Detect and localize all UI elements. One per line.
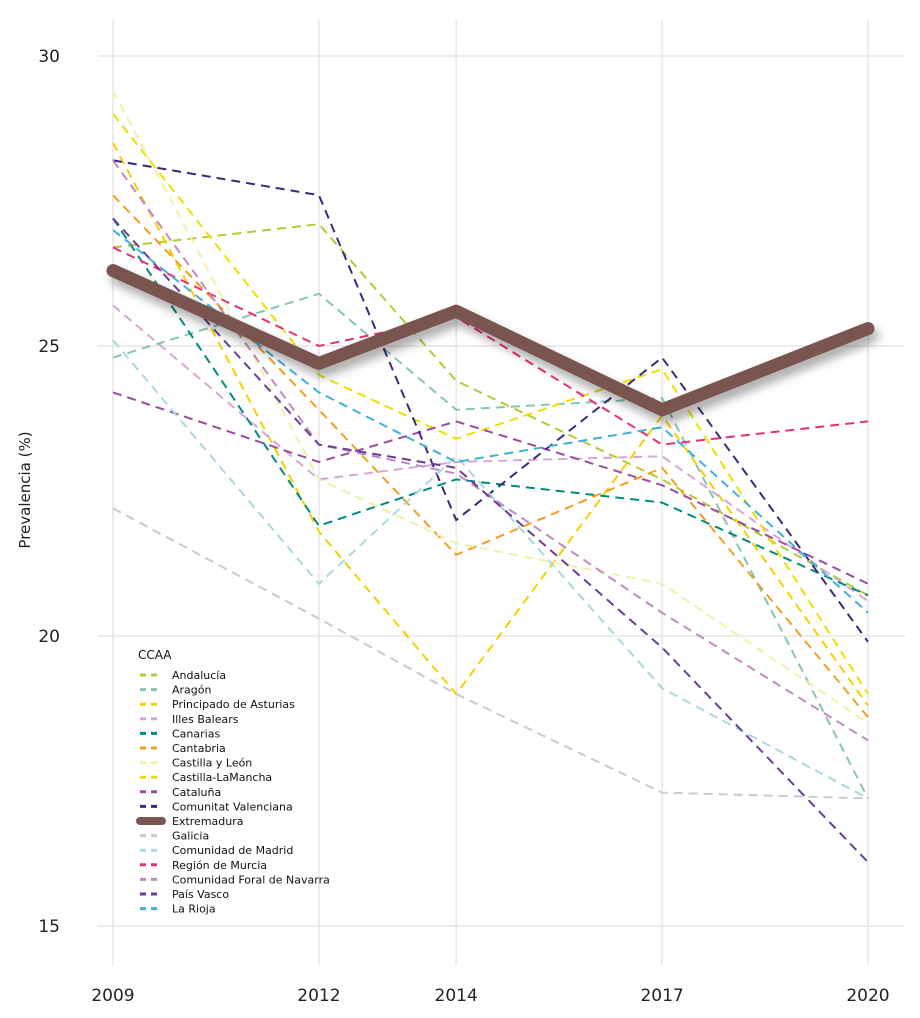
legend-label: Castilla-LaMancha: [172, 771, 272, 784]
legend-label: Aragón: [172, 684, 212, 697]
legend-label: Castilla y León: [172, 757, 252, 770]
grid: [98, 20, 905, 965]
y-tick-label: 30: [38, 47, 60, 67]
legend-label: Illes Balears: [172, 713, 239, 726]
legend-label: Cantabria: [172, 742, 226, 755]
x-tick-label: 2012: [297, 986, 340, 1006]
series-line-aragon: [112, 292, 869, 799]
legend-label: Extremadura: [172, 815, 244, 828]
series-line-comunidad-de-madrid: [112, 339, 869, 800]
x-tick-label: 2020: [846, 986, 889, 1006]
series-line-comunitat-valenciana: [112, 159, 869, 643]
legend-label: Principado de Asturias: [172, 698, 295, 711]
axis-ticks: 15 20 25 30 2009 2012 2014 2017 2020: [38, 47, 889, 1006]
series-line-la-rioja: [112, 229, 869, 614]
series-line-castilla-y-leon: [112, 90, 869, 724]
legend-label: Comunidad Foral de Navarra: [172, 873, 330, 886]
legend-label: Cataluña: [172, 786, 221, 799]
series-line-canarias: [112, 217, 869, 597]
y-axis-label: Prevalencia (%): [16, 431, 34, 548]
series-line-pais-vasco: [112, 217, 869, 863]
series-lines: [106, 90, 875, 863]
legend-label: País Vasco: [172, 888, 229, 901]
legend-title: CCAA: [138, 648, 172, 662]
legend-label: Andalucía: [172, 669, 226, 682]
x-tick-label: 2017: [640, 986, 683, 1006]
series-line-andalucia: [112, 223, 869, 597]
series-line-castilla-lamancha: [112, 113, 869, 695]
y-tick-label: 20: [38, 627, 60, 647]
legend-label: La Rioja: [172, 903, 216, 916]
legend-label: Galicia: [172, 830, 209, 843]
series-line-principado-de-asturias: [112, 142, 869, 707]
legend-label: Canarias: [172, 727, 220, 740]
x-tick-label: 2009: [91, 986, 134, 1006]
series-line-comunidad-foral-de-navarra: [112, 159, 869, 742]
legend-label: Región de Murcia: [172, 859, 267, 872]
series-line-illes-balears: [112, 304, 869, 603]
y-tick-label: 25: [38, 337, 60, 357]
series-line-extremadura: [106, 264, 875, 417]
y-tick-label: 15: [38, 917, 60, 937]
x-tick-label: 2014: [435, 986, 478, 1006]
series-line-cataluna: [112, 391, 869, 585]
legend-label: Comunitat Valenciana: [172, 800, 293, 813]
legend-label: Comunidad de Madrid: [172, 844, 293, 857]
series-line-galicia: [112, 507, 869, 800]
